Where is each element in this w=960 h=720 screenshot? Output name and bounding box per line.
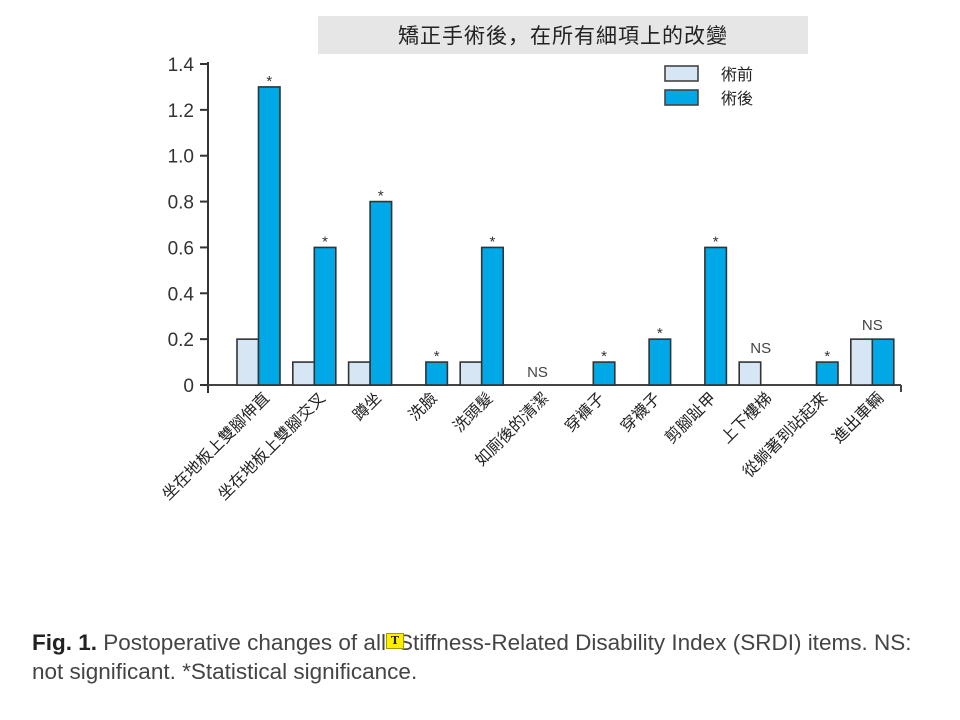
y-tick-label: 0.6 [168,238,194,259]
bar-group [815,361,839,386]
bar-postop [815,361,839,386]
x-tick-label: 剪腳趾甲 [661,388,720,447]
x-tick-label: 穿襪子 [617,388,664,435]
bar-preop [738,361,762,386]
y-tick-label: 1.4 [168,55,195,76]
significance-marker: * [434,348,440,365]
bar-group [849,338,895,386]
bar-preop [236,338,260,386]
bar-group [592,361,616,386]
bar-group [704,246,728,386]
bar-group [459,246,505,386]
ns-marker: NS [750,340,771,357]
y-tick-label: 0.8 [168,193,194,214]
caption-text-1: Postoperative changes of all [97,630,386,655]
caption-label: Fig. 1. [32,630,98,655]
bar-group [738,361,762,386]
bar-postop [480,246,505,386]
bar-group [291,246,337,386]
significance-marker: * [322,233,328,250]
chart-title: 矯正手術後，在所有細項上的改變 [398,24,728,48]
significance-marker: * [657,325,663,342]
bar-group [347,200,393,386]
bar-postop [648,338,672,386]
legend-label: 術前 [721,65,753,84]
bar-preop [347,361,371,386]
legend-swatch [664,65,699,82]
y-tick-label: 1.0 [168,147,194,168]
ns-marker: NS [862,317,883,334]
caption-text-2: Stiffness-Related Disability Index (SRDI… [32,630,912,684]
bar-postop [425,361,449,386]
significance-marker: * [713,233,719,250]
x-tick-label: 洗頭髮 [449,388,496,435]
bar-postop [313,246,337,386]
bar-postop [369,200,393,386]
bar-preop [459,361,483,386]
annotation-note-icon[interactable]: T [385,633,404,649]
bar-postop [871,338,895,386]
bar-preop [291,361,316,386]
ns-marker: NS [527,364,548,381]
x-tick-label: 坐在地板上雙腳伸直 [158,388,273,503]
y-tick-label: 0.2 [168,330,194,351]
x-tick-label: 穿褲子 [561,388,608,435]
y-tick-label: 0.4 [168,284,195,305]
bar-preop [849,338,874,386]
legend-swatch [664,89,699,106]
significance-marker: * [601,348,607,365]
x-tick-label: 坐在地板上雙腳交叉 [214,388,329,503]
bar-group [425,361,449,386]
bar-postop [257,86,281,386]
y-tick-label: 1.2 [168,101,194,122]
x-tick-label: 進出車輛 [828,388,887,447]
annotations: * * * * * NS * * * NS * NS [266,73,882,381]
bar-group [236,86,281,386]
figure-caption: Fig. 1. Postoperative changes of all TSti… [32,628,932,686]
x-tick-label: 洗臉 [405,388,441,424]
legend-label: 術後 [721,89,753,108]
bars [236,86,895,386]
significance-marker: * [490,233,496,250]
bar-postop [592,361,616,386]
significance-marker: * [266,73,272,90]
axes: 0 0.2 0.4 0.6 0.8 1.0 1.2 1.4 [168,55,902,397]
significance-marker: * [824,348,830,365]
bar-group [648,338,672,386]
significance-marker: * [378,188,384,205]
bar-postop [704,246,728,386]
bar-chart: 0 0.2 0.4 0.6 0.8 1.0 1.2 1.4 * * * * * NS * * * NS * NS 坐… [158,55,902,504]
chart-title-box: 矯正手術後，在所有細項上的改變 [318,16,808,54]
y-tick-label: 0 [183,376,194,397]
x-tick-label: 蹲坐 [349,388,385,424]
